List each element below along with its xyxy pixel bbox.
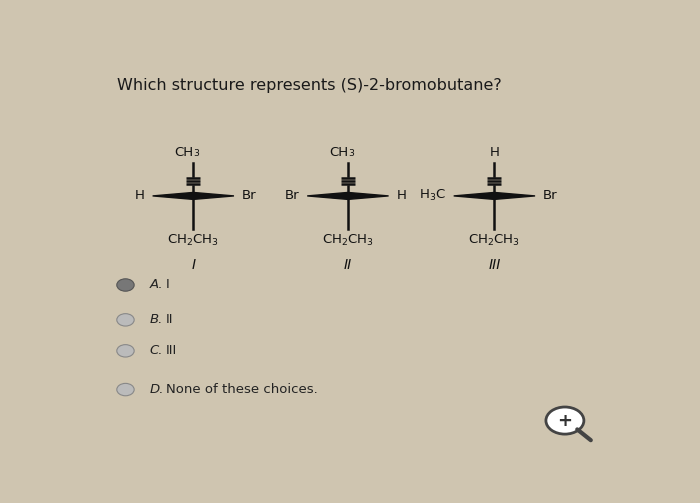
Text: A.: A.	[150, 279, 164, 292]
Text: I: I	[191, 258, 195, 272]
Text: CH: CH	[329, 146, 348, 159]
Text: H: H	[397, 190, 407, 202]
Text: III: III	[488, 258, 500, 272]
Circle shape	[546, 407, 584, 434]
Polygon shape	[307, 193, 348, 199]
Text: H: H	[134, 190, 144, 202]
Text: II: II	[344, 258, 352, 272]
Polygon shape	[193, 193, 234, 199]
Text: Which structure represents (S)-2-bromobutane?: Which structure represents (S)-2-bromobu…	[118, 78, 502, 93]
Text: II: II	[166, 313, 174, 326]
Text: +: +	[557, 411, 573, 430]
Text: CH$_2$CH$_3$: CH$_2$CH$_3$	[468, 233, 520, 248]
Polygon shape	[454, 193, 494, 199]
Text: CH$_2$CH$_3$: CH$_2$CH$_3$	[322, 233, 374, 248]
Text: III: III	[166, 345, 177, 357]
Circle shape	[117, 279, 134, 291]
Circle shape	[117, 314, 134, 326]
Text: Br: Br	[284, 190, 299, 202]
Text: B.: B.	[150, 313, 163, 326]
Text: C.: C.	[150, 345, 163, 357]
Text: Br: Br	[543, 190, 558, 202]
Polygon shape	[153, 193, 193, 199]
Text: Br: Br	[242, 190, 257, 202]
Text: None of these choices.: None of these choices.	[166, 383, 318, 396]
Polygon shape	[348, 193, 388, 199]
Circle shape	[117, 345, 134, 357]
Text: I: I	[166, 279, 170, 292]
Text: H$_3$C: H$_3$C	[419, 188, 446, 204]
Text: $_3$: $_3$	[348, 146, 355, 159]
Text: H: H	[489, 146, 499, 159]
Text: D.: D.	[150, 383, 164, 396]
Circle shape	[117, 383, 134, 396]
Text: CH: CH	[174, 146, 193, 159]
Polygon shape	[494, 193, 535, 199]
Text: $_3$: $_3$	[193, 146, 200, 159]
Text: CH$_2$CH$_3$: CH$_2$CH$_3$	[167, 233, 219, 248]
